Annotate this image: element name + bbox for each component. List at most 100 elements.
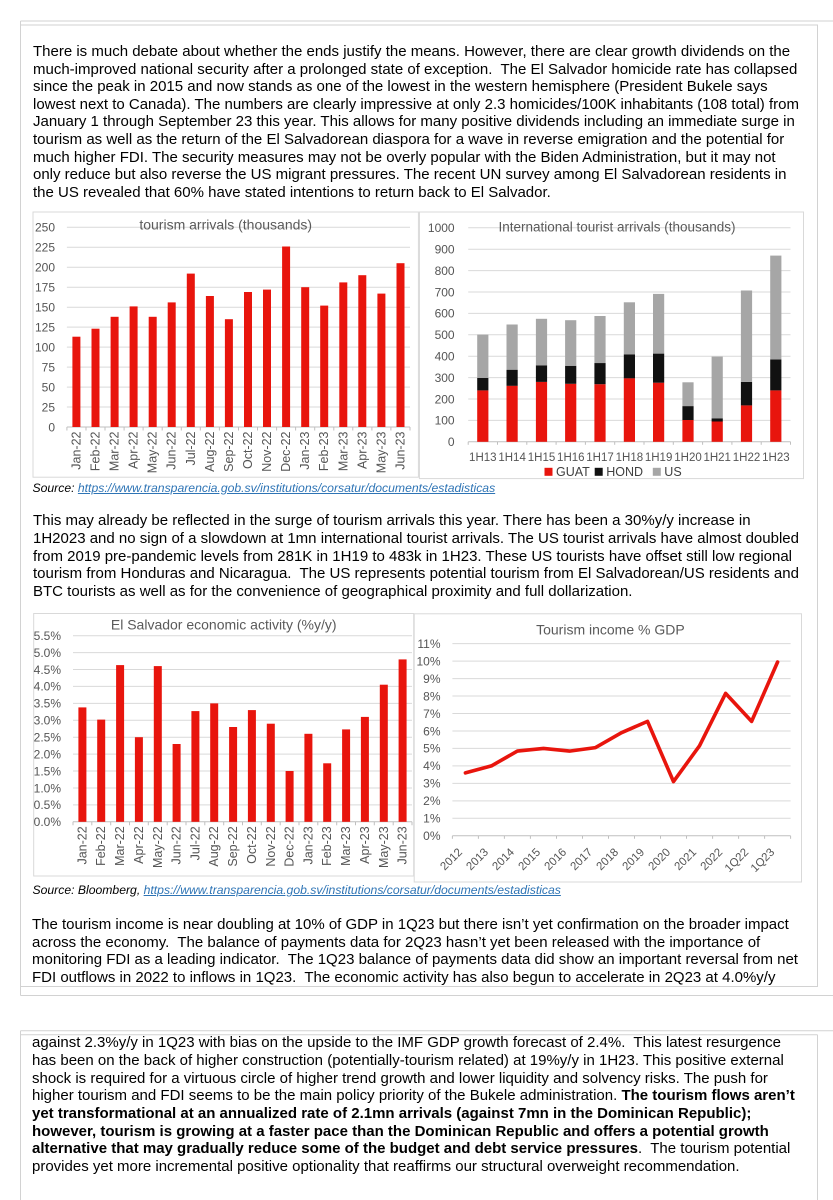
svg-text:0: 0	[448, 435, 455, 449]
svg-text:1H19: 1H19	[645, 452, 673, 464]
svg-text:May-23: May-23	[377, 826, 391, 868]
svg-text:tourism arrivals (thousands): tourism arrivals (thousands)	[139, 217, 312, 233]
svg-text:6%: 6%	[423, 724, 441, 738]
svg-text:400: 400	[435, 350, 455, 364]
svg-text:Nov-22: Nov-22	[260, 431, 274, 471]
svg-text:900: 900	[435, 243, 455, 257]
svg-text:Apr-23: Apr-23	[355, 431, 369, 469]
svg-text:Mar-22: Mar-22	[108, 431, 122, 471]
svg-text:3.0%: 3.0%	[34, 714, 62, 728]
svg-text:125: 125	[35, 320, 55, 334]
svg-text:100: 100	[435, 414, 455, 428]
svg-text:1000: 1000	[428, 221, 455, 235]
svg-text:US: US	[664, 465, 681, 479]
svg-text:1H13: 1H13	[469, 452, 497, 464]
svg-text:5.0%: 5.0%	[34, 646, 62, 660]
svg-text:Oct-22: Oct-22	[241, 431, 255, 469]
svg-text:1H20: 1H20	[674, 452, 702, 464]
svg-text:1H16: 1H16	[557, 452, 585, 464]
svg-text:HOND: HOND	[606, 465, 643, 479]
svg-text:75: 75	[42, 360, 56, 374]
svg-text:Nov-22: Nov-22	[264, 826, 278, 866]
svg-text:1H17: 1H17	[586, 452, 614, 464]
svg-text:2.5%: 2.5%	[34, 731, 62, 745]
svg-text:11%: 11%	[417, 637, 440, 651]
svg-text:Apr-23: Apr-23	[358, 826, 372, 864]
svg-text:May-23: May-23	[374, 431, 388, 473]
svg-text:Mar-22: Mar-22	[113, 826, 127, 866]
svg-text:Feb-23: Feb-23	[320, 826, 334, 866]
svg-text:1H14: 1H14	[498, 452, 526, 464]
svg-text:225: 225	[35, 241, 55, 255]
svg-text:Jul-22: Jul-22	[188, 826, 202, 860]
svg-text:150: 150	[35, 301, 55, 315]
svg-text:Jan-22: Jan-22	[69, 431, 83, 469]
svg-text:1H21: 1H21	[703, 452, 731, 464]
svg-text:Aug-22: Aug-22	[203, 431, 217, 471]
svg-text:300: 300	[435, 371, 455, 385]
svg-text:Feb-22: Feb-22	[94, 826, 108, 866]
svg-text:500: 500	[435, 328, 455, 342]
svg-text:Dec-22: Dec-22	[283, 826, 297, 866]
svg-text:Oct-22: Oct-22	[245, 826, 259, 864]
svg-text:Jan-23: Jan-23	[298, 431, 312, 469]
svg-text:Jul-22: Jul-22	[184, 431, 198, 465]
svg-text:Feb-22: Feb-22	[89, 431, 103, 471]
svg-text:0: 0	[48, 420, 55, 434]
svg-text:Jun-23: Jun-23	[394, 431, 408, 469]
svg-text:1H22: 1H22	[733, 452, 761, 464]
svg-text:0.5%: 0.5%	[34, 798, 62, 812]
svg-text:Feb-23: Feb-23	[317, 431, 331, 471]
svg-text:Jun-23: Jun-23	[396, 826, 410, 864]
svg-text:0%: 0%	[423, 829, 441, 843]
svg-text:May-22: May-22	[146, 431, 160, 473]
svg-text:250: 250	[35, 221, 55, 235]
svg-text:Jun-22: Jun-22	[165, 431, 179, 469]
svg-text:100: 100	[35, 340, 55, 354]
svg-text:1H23: 1H23	[762, 452, 790, 464]
svg-text:600: 600	[435, 307, 455, 321]
svg-text:5%: 5%	[423, 742, 441, 756]
svg-text:1H15: 1H15	[528, 452, 556, 464]
svg-text:Dec-22: Dec-22	[279, 431, 293, 471]
svg-text:Apr-22: Apr-22	[132, 826, 146, 864]
svg-text:0.0%: 0.0%	[34, 815, 62, 829]
svg-text:9%: 9%	[423, 672, 441, 686]
svg-text:Mar-23: Mar-23	[339, 826, 353, 866]
svg-text:50: 50	[42, 380, 56, 394]
svg-text:25: 25	[42, 400, 56, 414]
svg-text:1%: 1%	[423, 812, 441, 826]
svg-text:Sep-22: Sep-22	[226, 826, 240, 866]
svg-text:175: 175	[35, 281, 55, 295]
svg-text:GUAT: GUAT	[556, 465, 590, 479]
svg-text:1.5%: 1.5%	[34, 764, 62, 778]
svg-text:10%: 10%	[416, 654, 440, 668]
svg-text:International tourist arrivals: International tourist arrivals (thousand…	[498, 220, 735, 235]
svg-text:El Salvador economic activity: El Salvador economic activity (%y/y)	[111, 617, 337, 633]
svg-text:4.0%: 4.0%	[34, 680, 62, 694]
svg-text:4%: 4%	[423, 759, 441, 773]
svg-text:4.5%: 4.5%	[34, 663, 62, 677]
svg-text:8%: 8%	[423, 689, 441, 703]
svg-text:Sep-22: Sep-22	[222, 431, 236, 471]
svg-text:1H18: 1H18	[616, 452, 644, 464]
svg-text:800: 800	[435, 264, 455, 278]
svg-text:700: 700	[435, 285, 455, 299]
svg-text:3.5%: 3.5%	[34, 697, 62, 711]
svg-text:200: 200	[435, 392, 455, 406]
svg-text:Jan-22: Jan-22	[75, 826, 89, 864]
svg-text:7%: 7%	[423, 707, 441, 721]
svg-text:Tourism income % GDP: Tourism income % GDP	[536, 622, 685, 638]
svg-text:2.0%: 2.0%	[34, 747, 62, 761]
svg-text:Apr-22: Apr-22	[127, 431, 141, 469]
svg-text:5.5%: 5.5%	[34, 629, 62, 643]
svg-text:Jun-22: Jun-22	[170, 826, 184, 864]
svg-text:1.0%: 1.0%	[34, 781, 62, 795]
svg-text:Jan-23: Jan-23	[301, 826, 315, 864]
svg-text:Mar-23: Mar-23	[336, 431, 350, 471]
svg-text:2%: 2%	[423, 794, 441, 808]
svg-text:Aug-22: Aug-22	[207, 826, 221, 866]
svg-text:May-22: May-22	[151, 826, 165, 868]
svg-text:3%: 3%	[423, 777, 441, 791]
svg-text:200: 200	[35, 261, 55, 275]
